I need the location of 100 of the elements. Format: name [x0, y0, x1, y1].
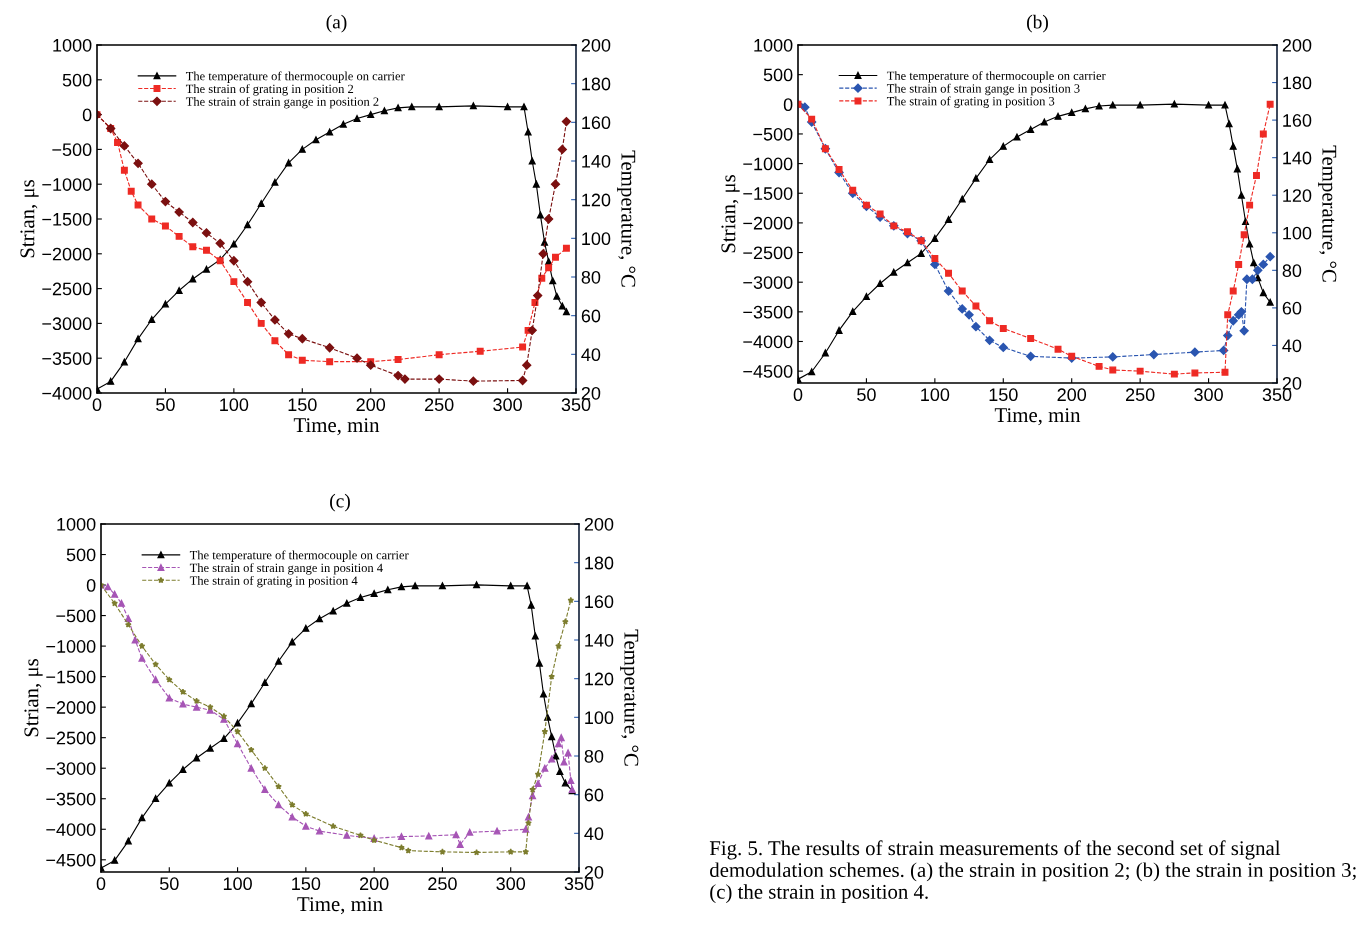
y2-tick-label: 20	[584, 865, 604, 879]
chart-title: (c)	[330, 493, 350, 512]
y2-tick-label: 100	[582, 232, 611, 246]
y2-tick-label: 60	[1282, 301, 1302, 315]
y-tick-label: −500	[753, 127, 793, 141]
x-tick-label: 150	[292, 877, 321, 891]
y-tick-label: −3000	[42, 317, 92, 331]
y-tick-label: 500	[66, 548, 96, 562]
y2-tick-label: 200	[584, 517, 614, 531]
y-tick-label: 1000	[754, 38, 793, 52]
y-tick-label: −2500	[46, 731, 96, 745]
y-tick-label: −4500	[743, 365, 793, 378]
y-tick-label: 1000	[53, 38, 92, 52]
y2-tick-label: 80	[584, 749, 604, 763]
y-tick-label: −3500	[42, 352, 92, 365]
legend-label: The strain of strain gange in position 2	[185, 96, 379, 109]
x-tick-label: 150	[288, 398, 317, 412]
x-tick-label: 350	[561, 398, 591, 412]
y-tick-label: −4000	[42, 386, 92, 400]
legend-label: The strain of strain gange in position 3	[886, 83, 1080, 96]
x-tick-label: 50	[857, 388, 876, 402]
x-tick-label: 200	[359, 877, 389, 891]
y2-tick-label: 140	[1283, 151, 1312, 165]
y-tick-label: −4500	[46, 853, 96, 867]
y2-tick-label: 40	[1282, 339, 1302, 353]
legend-label: The strain of grating in position 2	[185, 84, 354, 96]
legend-label: The strain of strain gange in position 4	[189, 563, 383, 575]
y-tick-label: −4000	[743, 335, 793, 349]
y2-axis-title: Temperature, °C	[617, 150, 636, 287]
legend-label: The temperature of thermocouple on carrier	[886, 71, 1106, 83]
y-tick-label: −1000	[42, 178, 92, 191]
y-tick-label: −500	[52, 143, 92, 157]
y2-tick-label: 20	[581, 386, 601, 400]
x-axis-title: Time, min	[293, 418, 380, 436]
y2-axis-title: Temperature, °C	[620, 629, 639, 766]
x-tick-label: 0	[96, 877, 106, 891]
y2-tick-label: 40	[584, 827, 604, 841]
y-tick-label: −2500	[42, 282, 92, 296]
y2-tick-label: 160	[1283, 114, 1312, 127]
y2-tick-label: 120	[585, 672, 614, 686]
y2-tick-label: 80	[581, 270, 601, 284]
x-tick-label: 250	[428, 877, 457, 891]
y-tick-label: 0	[86, 578, 96, 592]
legend-label: The strain of grating in position 3	[886, 96, 1055, 108]
y2-tick-label: 180	[582, 77, 611, 91]
y-tick-label: −1500	[42, 212, 92, 226]
x-tick-label: 50	[156, 398, 175, 412]
x-tick-label: 200	[356, 398, 386, 412]
y2-axis-title: Temperature, °C	[1318, 145, 1337, 282]
y2-tick-label: 200	[581, 38, 611, 52]
y2-tick-label: 60	[584, 788, 604, 802]
y2-tick-label: 180	[585, 556, 614, 570]
caption: Fig. 5. The results of strain measurements of the second set of signal demodulation schemes. (a) the strain in position 2; (b) the strain in position 3; (c) the strain in position 4.	[709, 840, 1356, 904]
y-tick-label: 500	[763, 68, 793, 82]
x-tick-label: 200	[1057, 388, 1087, 402]
y-tick-label: −1000	[743, 157, 793, 171]
legend-label: The temperature of thermocouple on carrier	[189, 550, 409, 562]
y-tick-label: −4000	[46, 823, 96, 836]
y2-tick-label: 100	[1283, 226, 1312, 240]
y2-tick-label: 60	[581, 309, 601, 323]
y-tick-label: −1500	[46, 670, 96, 684]
y-tick-label: −3000	[46, 762, 96, 775]
x-tick-label: 150	[989, 388, 1018, 402]
y-tick-label: 1000	[57, 517, 96, 531]
x-axis-title: Time, min	[297, 897, 383, 915]
x-tick-label: 350	[564, 877, 594, 891]
y-tick-label: −3000	[743, 276, 793, 289]
x-tick-label: 100	[223, 877, 252, 891]
x-tick-label: 300	[493, 398, 522, 412]
legend-label: The strain of grating in position 4	[189, 575, 358, 588]
x-tick-label: 50	[159, 877, 179, 891]
y2-tick-label: 100	[585, 711, 614, 725]
x-tick-label: 100	[220, 398, 249, 412]
y2-tick-label: 120	[1283, 189, 1312, 202]
y2-tick-label: 200	[1282, 38, 1312, 52]
y-tick-label: −2000	[42, 247, 92, 261]
y2-tick-label: 160	[585, 595, 614, 609]
y2-tick-label: 20	[1282, 376, 1302, 390]
x-tick-label: 350	[1262, 388, 1292, 402]
y-tick-label: 0	[783, 98, 793, 112]
y-tick-label: 500	[62, 73, 92, 87]
x-tick-label: 300	[496, 877, 526, 891]
y-axis-title: Strian, μs	[20, 180, 39, 258]
y-tick-label: −3500	[46, 792, 96, 806]
y-axis-title: Strian, μs	[721, 175, 740, 253]
y-tick-label: −2000	[46, 701, 96, 714]
x-tick-label: 0	[793, 388, 803, 402]
legend-label: The temperature of thermocouple on carrier	[185, 71, 405, 83]
x-tick-label: 300	[1194, 388, 1223, 402]
y-tick-label: −3500	[743, 305, 793, 319]
y2-tick-label: 140	[582, 154, 611, 168]
y2-tick-label: 140	[585, 633, 614, 647]
y-tick-label: −2000	[743, 216, 793, 230]
y2-tick-label: 120	[582, 193, 611, 207]
y-axis-title: Strian, μs	[24, 659, 43, 737]
chart-title: (a)	[326, 14, 347, 33]
y2-tick-label: 80	[1282, 264, 1302, 278]
chart-title: (b)	[1027, 14, 1048, 33]
y2-tick-label: 160	[582, 116, 611, 130]
x-tick-label: 250	[1125, 388, 1155, 402]
